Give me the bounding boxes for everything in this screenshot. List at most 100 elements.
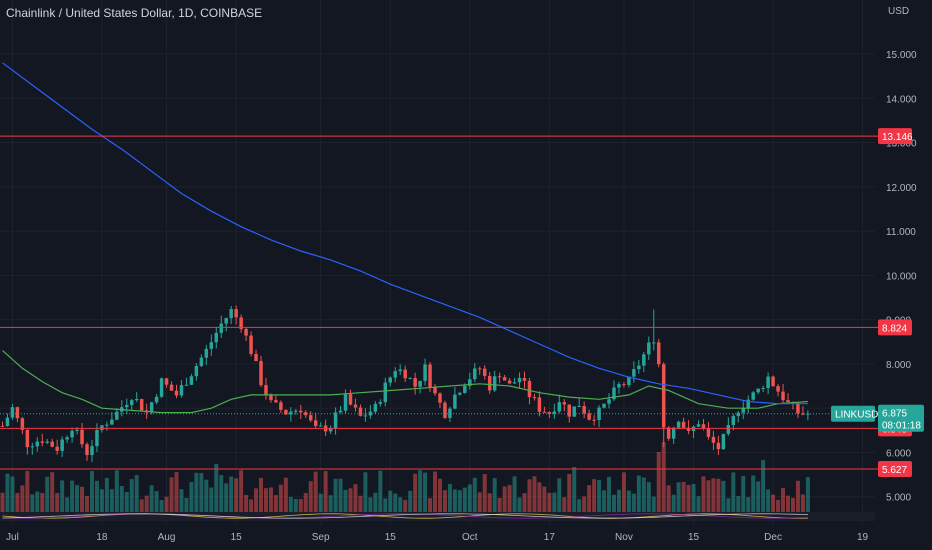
candle-body[interactable] (726, 425, 731, 434)
candle-body[interactable] (676, 421, 681, 428)
candle-body[interactable] (264, 385, 268, 395)
candle-body[interactable] (259, 361, 263, 386)
candle-body[interactable] (637, 365, 641, 370)
candle-body[interactable] (219, 323, 223, 333)
candle-body[interactable] (701, 424, 706, 429)
candle-body[interactable] (716, 442, 721, 450)
candle-body[interactable] (736, 412, 741, 417)
candle-body[interactable] (433, 386, 437, 394)
candle-body[interactable] (532, 397, 537, 399)
candle-body[interactable] (204, 348, 209, 358)
candle-body[interactable] (706, 428, 711, 437)
candle-body[interactable] (552, 411, 557, 414)
candle-body[interactable] (25, 429, 30, 448)
candle-body[interactable] (363, 415, 368, 417)
candle-body[interactable] (781, 391, 785, 401)
candle-body[interactable] (308, 415, 313, 421)
candle-body[interactable] (453, 394, 457, 409)
candle-body[interactable] (90, 446, 94, 456)
candle-body[interactable] (343, 394, 348, 411)
candle-body[interactable] (60, 439, 64, 451)
candle-body[interactable] (597, 407, 601, 421)
candle-body[interactable] (279, 402, 283, 410)
candle-body[interactable] (0, 425, 5, 427)
candle-body[interactable] (229, 309, 233, 319)
candle-body[interactable] (666, 427, 671, 439)
candle-body[interactable] (607, 399, 611, 404)
candle-body[interactable] (249, 335, 253, 354)
candle-body[interactable] (194, 366, 199, 377)
candle-body[interactable] (537, 397, 542, 412)
candle-body[interactable] (507, 380, 512, 384)
candle-body[interactable] (269, 394, 273, 401)
candle-body[interactable] (731, 416, 736, 426)
candle-body[interactable] (134, 399, 139, 401)
candle-body[interactable] (562, 402, 567, 405)
candle-body[interactable] (80, 429, 84, 445)
candle-body[interactable] (418, 380, 422, 387)
candle-body[interactable] (65, 437, 69, 440)
candle-body[interactable] (696, 424, 701, 427)
candle-body[interactable] (482, 368, 487, 376)
candle-body[interactable] (110, 419, 114, 425)
candle-body[interactable] (577, 406, 581, 408)
candle-body[interactable] (358, 407, 363, 416)
candle-body[interactable] (408, 378, 412, 380)
candle-body[interactable] (50, 441, 54, 447)
candle-body[interactable] (10, 407, 15, 418)
candle-body[interactable] (557, 402, 562, 412)
candle-body[interactable] (582, 406, 586, 414)
candle-body[interactable] (214, 332, 219, 343)
candle-body[interactable] (612, 387, 616, 400)
candle-body[interactable] (149, 402, 154, 413)
candle-body[interactable] (284, 409, 288, 415)
candle-body[interactable] (368, 411, 373, 416)
candle-body[interactable] (20, 418, 25, 430)
candle-body[interactable] (105, 424, 109, 426)
candle-body[interactable] (130, 400, 134, 405)
candle-body[interactable] (711, 436, 716, 443)
candle-body[interactable] (492, 376, 497, 391)
candle-body[interactable] (398, 369, 402, 372)
candle-body[interactable] (413, 378, 417, 387)
candle-body[interactable] (771, 376, 775, 387)
candle-body[interactable] (333, 412, 338, 429)
candle-body[interactable] (244, 329, 248, 336)
candle-body[interactable] (448, 408, 452, 418)
candle-body[interactable] (125, 404, 129, 408)
candle-body[interactable] (70, 430, 74, 438)
candle-body[interactable] (487, 375, 492, 391)
candle-body[interactable] (721, 433, 726, 450)
candle-body[interactable] (299, 410, 303, 413)
candle-body[interactable] (100, 425, 104, 431)
candle-body[interactable] (55, 446, 59, 451)
candle-body[interactable] (95, 430, 99, 447)
candle-body[interactable] (652, 342, 656, 344)
candle-body[interactable] (512, 382, 517, 384)
candle-body[interactable] (35, 441, 40, 447)
candle-body[interactable] (318, 425, 323, 427)
candle-body[interactable] (517, 377, 522, 383)
candle-body[interactable] (587, 413, 591, 420)
candle-body[interactable] (547, 412, 552, 414)
candle-body[interactable] (681, 421, 686, 428)
candle-body[interactable] (632, 369, 636, 377)
candle-body[interactable] (796, 402, 800, 414)
candle-body[interactable] (338, 410, 343, 413)
candle-body[interactable] (627, 376, 631, 386)
candle-body[interactable] (199, 357, 204, 367)
candle-body[interactable] (383, 382, 388, 403)
candle-body[interactable] (304, 412, 308, 416)
candle-body[interactable] (403, 369, 407, 379)
candle-body[interactable] (179, 385, 184, 396)
candle-body[interactable] (746, 399, 750, 408)
candle-body[interactable] (254, 353, 258, 362)
candle-body[interactable] (602, 403, 606, 408)
candle-body[interactable] (224, 318, 228, 324)
candle-body[interactable] (617, 384, 621, 388)
candle-body[interactable] (756, 388, 760, 393)
candle-body[interactable] (468, 379, 472, 386)
candle-body[interactable] (45, 441, 49, 443)
candle-body[interactable] (289, 411, 293, 415)
candle-body[interactable] (184, 384, 189, 386)
